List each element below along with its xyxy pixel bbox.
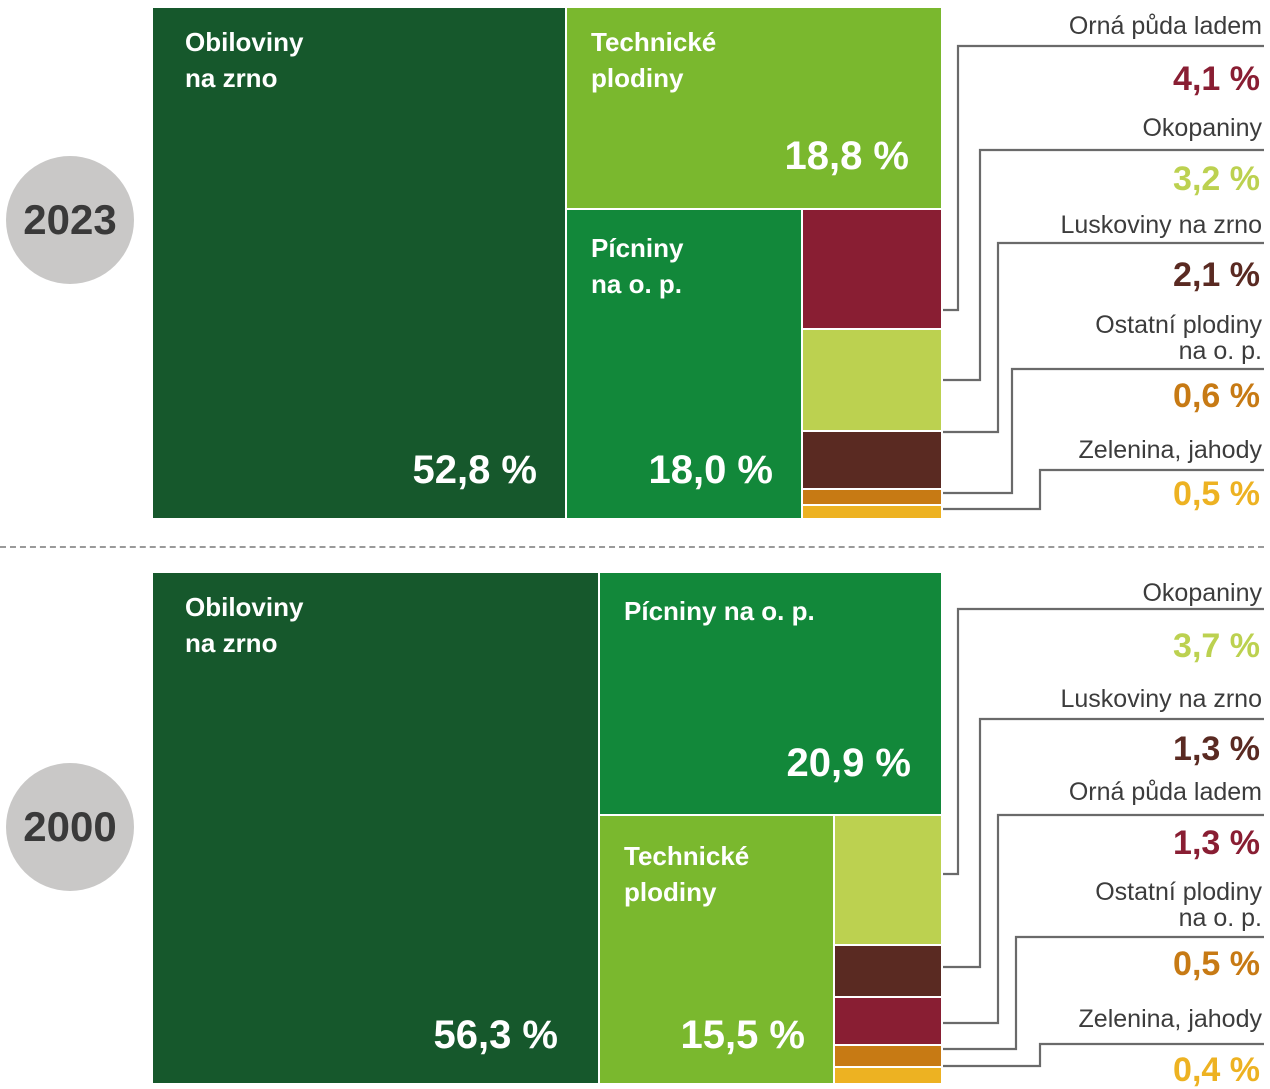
side-label-zelenina: Zelenina, jahody xyxy=(1078,1005,1262,1033)
tile-okopaniny xyxy=(835,816,943,946)
leader-zelenina xyxy=(943,468,1264,511)
tile-technicke: Technické plodiny 15,5 % xyxy=(600,816,835,1085)
side-label-orna-puda: Orná půda ladem xyxy=(1068,778,1262,806)
side-value-zelenina: 0,4 % xyxy=(1173,1051,1260,1089)
tile-luskoviny xyxy=(835,946,943,998)
treemap-2023: 2023 Obiloviny na zrno 52,8 % Technické … xyxy=(0,0,1270,540)
side-value-okopaniny: 3,2 % xyxy=(1173,160,1260,198)
tile-okopaniny xyxy=(803,330,943,432)
tile-label: Technické plodiny xyxy=(624,841,750,907)
tile-zelenina xyxy=(835,1068,943,1085)
leader-orna-puda xyxy=(943,44,1264,312)
tile-label: Technické plodiny xyxy=(591,27,717,93)
tile-value: 52,8 % xyxy=(412,448,537,492)
side-value-ostatni: 0,5 % xyxy=(1173,945,1260,983)
tile-label: Pícniny na o. p. xyxy=(624,596,815,626)
treemap-2000: 2000 Obiloviny na zrno 56,3 % Pícniny na… xyxy=(0,565,1270,1089)
tile-technicke: Technické plodiny 18,8 % xyxy=(567,8,943,210)
side-label-okopaniny: Okopaniny xyxy=(1142,579,1262,607)
year-badge: 2000 xyxy=(6,763,134,891)
tile-luskoviny xyxy=(803,432,943,490)
tile-label: Obiloviny na zrno xyxy=(185,27,304,93)
panel-divider xyxy=(0,546,1264,548)
leader-lines xyxy=(943,44,1264,511)
leader-orna-puda xyxy=(943,813,1264,1025)
tile-orna-puda xyxy=(803,210,943,330)
side-label-okopaniny: Okopaniny xyxy=(1142,114,1262,142)
side-value-luskoviny: 2,1 % xyxy=(1173,256,1260,294)
tile-ostatni xyxy=(835,1046,943,1068)
tile-obiloviny: Obiloviny na zrno 52,8 % xyxy=(153,8,567,520)
side-value-zelenina: 0,5 % xyxy=(1173,475,1260,513)
side-label-zelenina: Zelenina, jahody xyxy=(1078,436,1262,464)
tile-value: 15,5 % xyxy=(680,1013,805,1057)
tile-label: Pícniny na o. p. xyxy=(591,233,684,299)
side-label-orna-puda: Orná půda ladem xyxy=(1068,12,1262,40)
side-value-luskoviny: 1,3 % xyxy=(1173,730,1260,768)
year-badge: 2023 xyxy=(6,156,134,284)
tile-zelenina xyxy=(803,506,943,520)
tile-picniny: Pícniny na o. p. 18,0 % xyxy=(567,210,803,520)
leader-okopaniny xyxy=(943,607,1264,876)
leader-ostatni xyxy=(943,367,1264,495)
leader-luskoviny xyxy=(943,717,1264,969)
tile-picniny: Pícniny na o. p. 20,9 % xyxy=(600,573,943,816)
side-value-orna-puda: 4,1 % xyxy=(1173,60,1260,98)
leader-luskoviny xyxy=(943,241,1264,434)
leader-okopaniny xyxy=(943,148,1264,382)
tile-orna-puda xyxy=(835,998,943,1046)
leader-ostatni xyxy=(943,935,1264,1051)
tile-value: 20,9 % xyxy=(786,741,911,785)
side-value-orna-puda: 1,3 % xyxy=(1173,824,1260,862)
leader-zelenina xyxy=(943,1042,1264,1068)
tile-obiloviny: Obiloviny na zrno 56,3 % xyxy=(153,573,600,1085)
tile-value: 56,3 % xyxy=(433,1013,558,1057)
tile-value: 18,8 % xyxy=(784,134,909,178)
side-label-luskoviny: Luskoviny na zrno xyxy=(1060,685,1262,713)
tile-label: Obiloviny na zrno xyxy=(185,592,304,658)
side-value-okopaniny: 3,7 % xyxy=(1173,627,1260,665)
side-label-ostatni: Ostatní plodiny na o. p. xyxy=(1095,311,1262,365)
side-value-ostatni: 0,6 % xyxy=(1173,377,1260,415)
leader-lines xyxy=(943,607,1264,1068)
tile-ostatni xyxy=(803,490,943,506)
tile-value: 18,0 % xyxy=(648,448,773,492)
side-label-luskoviny: Luskoviny na zrno xyxy=(1060,211,1262,239)
side-label-ostatni: Ostatní plodiny na o. p. xyxy=(1095,878,1262,932)
